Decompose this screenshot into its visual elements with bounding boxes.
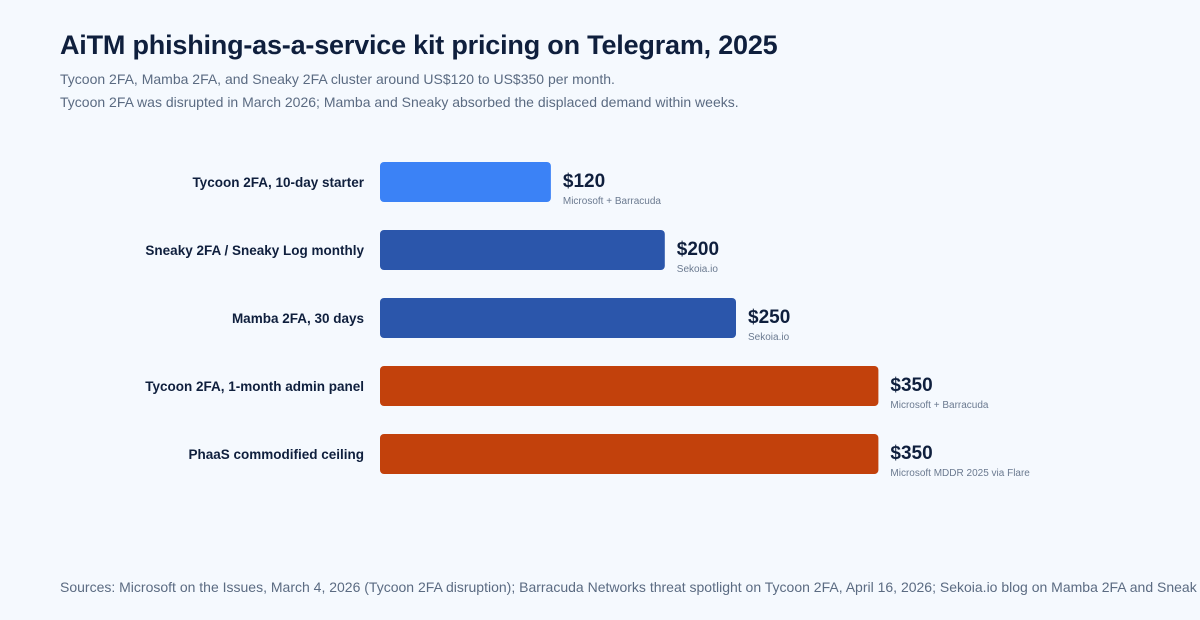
- sources-footnote: Sources: Microsoft on the Issues, March …: [60, 579, 1197, 595]
- bar: [380, 298, 736, 338]
- source-label: Microsoft + Barracuda: [890, 400, 989, 411]
- bar: [380, 162, 551, 202]
- category-label: Tycoon 2FA, 10-day starter: [192, 175, 364, 190]
- category-label: Mamba 2FA, 30 days: [232, 311, 364, 326]
- category-label: PhaaS commodified ceiling: [188, 447, 364, 462]
- bar: [380, 366, 879, 406]
- bar: [380, 434, 879, 474]
- value-label: $250: [748, 307, 790, 328]
- value-label: $350: [890, 375, 932, 396]
- source-label: Sekoia.io: [677, 264, 719, 275]
- value-label: $120: [563, 171, 605, 192]
- value-label: $350: [890, 443, 932, 464]
- chart-subtitle-2: Tycoon 2FA was disrupted in March 2026; …: [60, 94, 739, 110]
- source-label: Sekoia.io: [748, 332, 790, 343]
- source-label: Microsoft MDDR 2025 via Flare: [890, 468, 1030, 479]
- chart-title: AiTM phishing-as-a-service kit pricing o…: [60, 30, 778, 60]
- value-label: $200: [677, 239, 719, 260]
- category-label: Sneaky 2FA / Sneaky Log monthly: [145, 243, 364, 258]
- source-label: Microsoft + Barracuda: [563, 196, 662, 207]
- chart-subtitle: Tycoon 2FA, Mamba 2FA, and Sneaky 2FA cl…: [60, 71, 615, 87]
- bar: [380, 230, 665, 270]
- category-label: Tycoon 2FA, 1-month admin panel: [145, 379, 364, 394]
